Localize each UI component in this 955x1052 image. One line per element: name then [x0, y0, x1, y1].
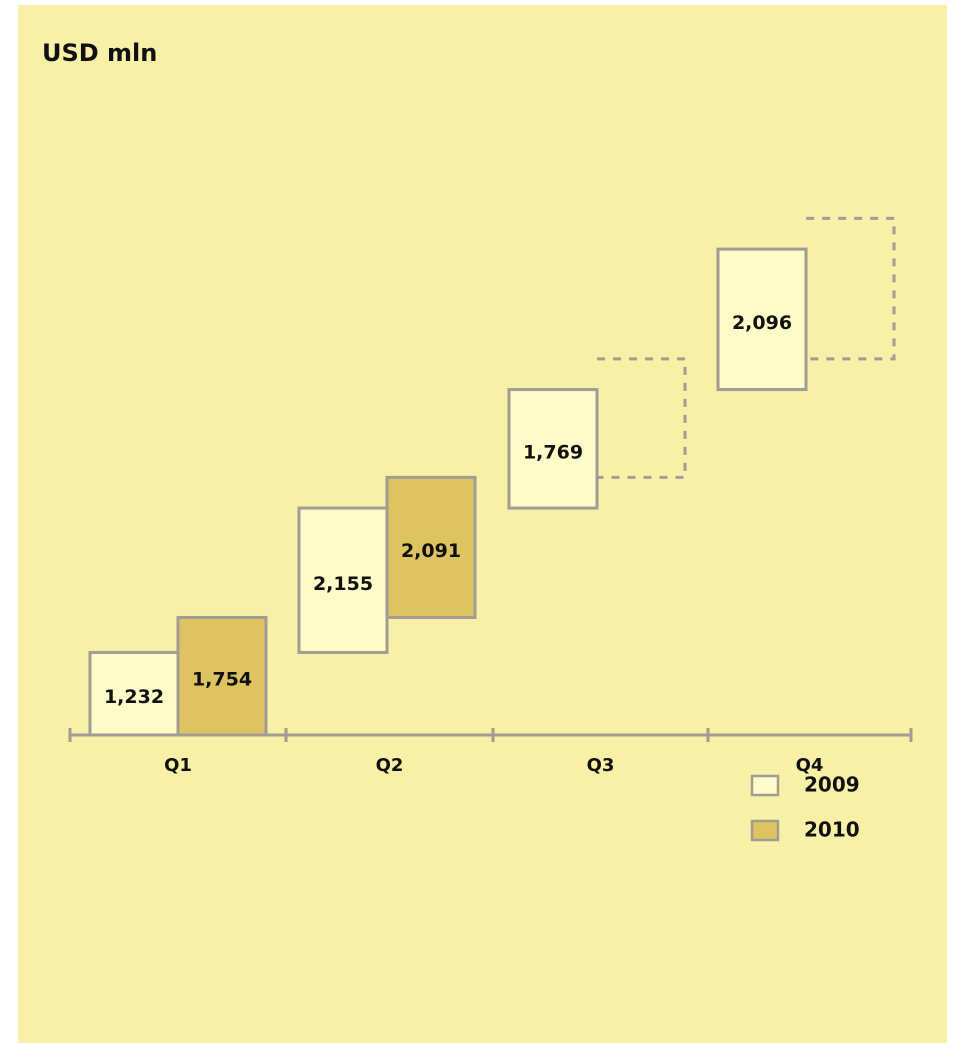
bar-2010-q2 [385, 475, 477, 619]
chart-canvas: USD mln 1,232 1,754 2,155 2,091 1,769 2,096 Q1… [18, 5, 947, 1043]
category-label-q4: Q4 [796, 755, 824, 776]
bar-2009-q1 [88, 650, 180, 737]
bar-2010-q1 [176, 615, 268, 737]
legend-label-2010: 2010 [804, 818, 860, 842]
bar-2009-q3 [507, 388, 599, 510]
bar-2009-q2 [297, 506, 389, 654]
placeholder-2010-q4 [806, 216, 896, 361]
placeholder-2010-q3 [597, 357, 687, 479]
unit-label: USD mln [42, 39, 158, 67]
value-label-2009-q2: 2,155 [313, 573, 373, 595]
value-label-2010-q1: 1,754 [192, 669, 252, 691]
value-label-2009-q3: 1,769 [523, 441, 583, 463]
legend-swatch-2009 [750, 774, 780, 797]
bar-2009-q4 [716, 247, 808, 392]
value-label-2009-q1: 1,232 [104, 686, 164, 708]
category-label-q3: Q3 [587, 755, 615, 776]
value-label-2009-q4: 2,096 [732, 312, 792, 334]
value-label-2010-q2: 2,091 [401, 540, 461, 562]
legend-label-2009: 2009 [804, 773, 860, 797]
category-label-q2: Q2 [376, 755, 404, 776]
category-label-q1: Q1 [164, 755, 192, 776]
legend-swatch-2010 [750, 819, 780, 842]
